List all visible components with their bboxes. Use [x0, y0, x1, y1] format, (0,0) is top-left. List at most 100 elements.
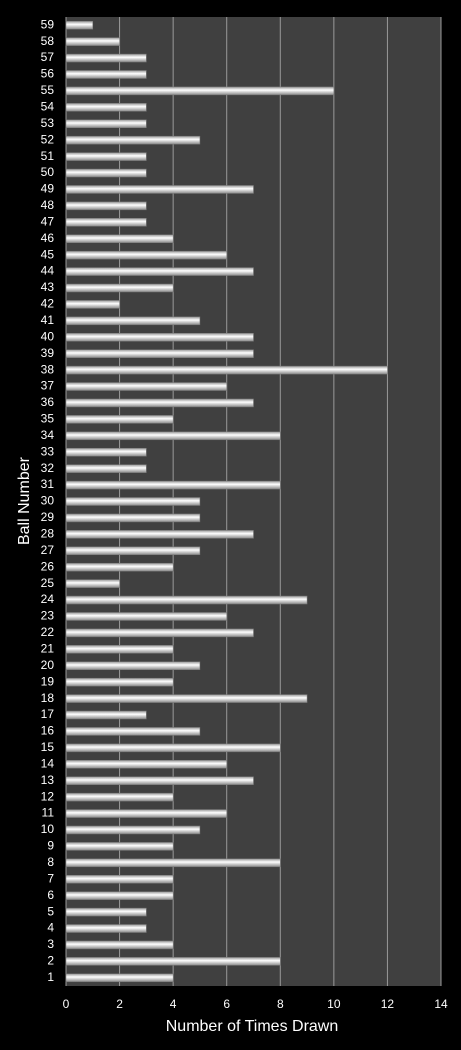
- bar: [65, 612, 227, 621]
- bar: [65, 776, 254, 785]
- bar: [65, 628, 254, 638]
- y-tick-label: 43: [41, 280, 55, 294]
- y-tick-label: 5: [47, 904, 54, 918]
- y-tick-label: 22: [41, 625, 55, 639]
- y-tick-label: 24: [41, 592, 55, 606]
- y-tick-label: 37: [41, 379, 55, 393]
- y-tick-label: 59: [41, 17, 55, 31]
- y-tick-label: 51: [41, 149, 55, 163]
- y-tick-label: 2: [47, 954, 54, 968]
- bar: [65, 792, 174, 802]
- y-tick-label: 30: [41, 494, 55, 508]
- y-tick-label: 46: [41, 231, 55, 245]
- y-tick-label: 1: [47, 970, 54, 984]
- y-tick-label: 40: [41, 329, 55, 343]
- y-tick-label: 4: [47, 921, 54, 935]
- y-axis-title: Ball Number: [16, 456, 33, 545]
- y-tick-label: 15: [41, 740, 55, 754]
- x-tick-label: 0: [63, 997, 70, 1011]
- bar: [65, 316, 201, 326]
- bar: [65, 86, 335, 96]
- bar: [65, 447, 147, 457]
- bar: [65, 809, 227, 818]
- bar: [65, 37, 120, 46]
- bar: [65, 743, 281, 753]
- bar: [65, 546, 201, 556]
- bar: [65, 825, 201, 835]
- bar: [65, 283, 174, 293]
- y-tick-label: 31: [41, 477, 55, 491]
- y-tick-label: 58: [41, 34, 55, 48]
- bar: [65, 250, 227, 260]
- y-tick-label: 13: [41, 773, 55, 787]
- y-tick-label: 48: [41, 198, 55, 212]
- y-tick-label: 45: [41, 247, 55, 261]
- bar: [65, 513, 201, 523]
- bar: [65, 431, 281, 441]
- bar: [65, 267, 254, 276]
- bar: [65, 677, 174, 687]
- bar: [65, 940, 174, 950]
- bar: [65, 234, 174, 243]
- bar: [65, 924, 147, 933]
- bar: [65, 760, 227, 769]
- y-tick-label: 29: [41, 510, 55, 524]
- y-tick-label: 23: [41, 609, 55, 623]
- bar: [65, 595, 308, 605]
- bar: [65, 152, 147, 161]
- bar: [65, 530, 254, 539]
- x-tick-label: 4: [170, 997, 177, 1011]
- x-axis-title: Number of Times Drawn: [166, 1018, 339, 1035]
- y-tick-label: 21: [41, 641, 55, 655]
- y-tick-label: 14: [41, 756, 55, 770]
- bar: [65, 973, 174, 983]
- y-tick-label: 33: [41, 444, 55, 458]
- bar: [65, 694, 308, 703]
- bar: [65, 333, 254, 342]
- bar: [65, 349, 254, 358]
- y-tick-label: 44: [41, 264, 55, 278]
- bar: [65, 842, 174, 851]
- y-tick-label: 38: [41, 362, 55, 376]
- bar: [65, 858, 281, 868]
- y-tick-label: 32: [41, 461, 55, 475]
- y-tick-label: 49: [41, 182, 55, 196]
- y-tick-label: 35: [41, 412, 55, 426]
- x-tick-label: 10: [327, 997, 341, 1011]
- bar: [65, 907, 147, 917]
- bar: [65, 300, 120, 309]
- y-tick-label: 52: [41, 132, 55, 146]
- y-tick-label: 16: [41, 724, 55, 738]
- x-tick-label: 14: [434, 997, 448, 1011]
- y-tick-label: 41: [41, 313, 55, 327]
- x-tick-label: 8: [277, 997, 284, 1011]
- y-tick-label: 19: [41, 674, 55, 688]
- bar: [65, 480, 281, 490]
- y-tick-label: 9: [47, 839, 54, 853]
- bar: [65, 415, 174, 424]
- y-tick-label: 20: [41, 658, 55, 672]
- bar: [65, 661, 201, 670]
- bar: [65, 957, 281, 966]
- y-tick-label: 10: [41, 822, 55, 836]
- y-tick-label: 11: [42, 806, 55, 820]
- y-tick-label: 47: [41, 214, 55, 228]
- x-tick-label: 2: [116, 997, 123, 1011]
- y-tick-label: 7: [47, 871, 54, 885]
- y-tick-label: 12: [41, 789, 55, 803]
- bar: [65, 891, 174, 900]
- bar: [65, 135, 201, 145]
- bar: [65, 464, 147, 473]
- y-tick-label: 39: [41, 346, 55, 360]
- bar: [65, 398, 254, 408]
- x-tick-label: 6: [223, 997, 230, 1011]
- y-tick-label: 57: [41, 50, 55, 64]
- x-tick-label: 12: [381, 997, 395, 1011]
- y-tick-label: 54: [41, 100, 55, 114]
- y-tick-label: 28: [41, 527, 55, 541]
- bar: [65, 185, 254, 194]
- y-tick-label: 6: [47, 888, 54, 902]
- bar: [65, 103, 147, 112]
- bar: [65, 727, 201, 736]
